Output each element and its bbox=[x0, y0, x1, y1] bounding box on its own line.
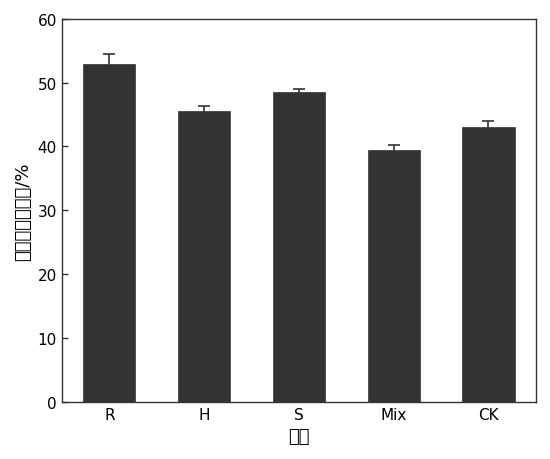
Bar bbox=[273, 93, 325, 402]
Y-axis label: 黄丝藻油脂含量/%: 黄丝藻油脂含量/% bbox=[14, 162, 32, 260]
Bar bbox=[83, 64, 135, 402]
Bar bbox=[463, 128, 515, 402]
Bar bbox=[178, 112, 230, 402]
Bar bbox=[367, 151, 420, 402]
X-axis label: 组别: 组别 bbox=[288, 427, 310, 445]
